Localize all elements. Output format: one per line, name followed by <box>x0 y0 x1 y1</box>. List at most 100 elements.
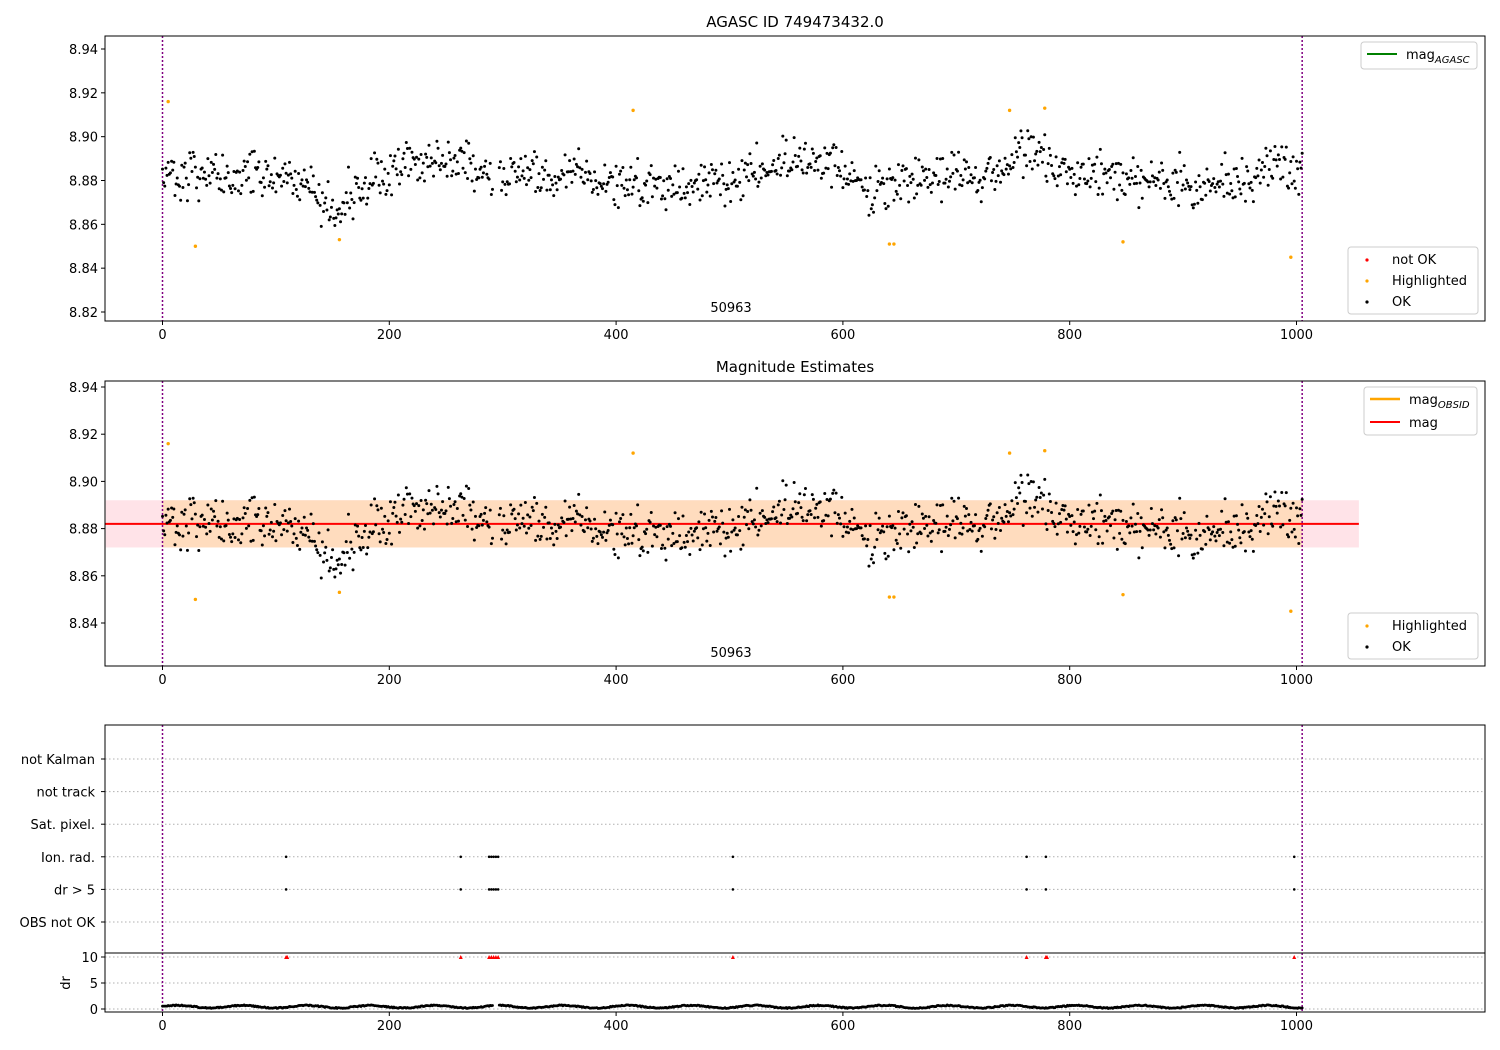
ok-point <box>698 548 702 552</box>
panel-1-obsid-label: 50963 <box>710 301 751 316</box>
ok-point <box>996 521 1000 525</box>
ok-point <box>703 165 707 169</box>
ok-point <box>1196 201 1200 205</box>
ok-point <box>285 181 289 185</box>
ok-point <box>451 516 455 520</box>
y-tick-label: 8.82 <box>69 306 98 321</box>
ok-point <box>549 178 553 182</box>
ok-point <box>392 159 396 163</box>
ok-point <box>387 183 391 187</box>
ok-point <box>564 534 568 538</box>
ok-point <box>394 167 398 171</box>
ok-point <box>335 558 339 562</box>
ok-point <box>434 508 438 512</box>
ok-point <box>225 164 229 168</box>
ok-point <box>628 526 632 530</box>
ok-point <box>517 165 521 169</box>
ok-point <box>464 484 468 488</box>
ok-point <box>867 213 871 217</box>
legend-marker-ok <box>1365 300 1369 304</box>
ok-point <box>899 197 903 201</box>
ok-point <box>1131 502 1135 506</box>
ok-point <box>986 161 990 165</box>
ok-point <box>1115 198 1119 202</box>
ok-point <box>801 519 805 523</box>
ok-point <box>1009 514 1013 518</box>
ok-point <box>1266 532 1270 536</box>
ok-point <box>407 521 411 525</box>
y-tick-label: 8.84 <box>69 617 98 632</box>
ok-point <box>686 540 690 544</box>
ok-point <box>240 532 244 536</box>
ok-point <box>242 159 246 163</box>
ok-point <box>522 176 526 180</box>
ok-point <box>831 491 835 495</box>
ok-point <box>1179 169 1183 173</box>
ok-point <box>655 186 659 190</box>
ok-point <box>416 526 420 530</box>
ok-point <box>1175 180 1179 184</box>
ok-point <box>515 523 519 527</box>
ok-point <box>1200 547 1204 551</box>
ok-point <box>399 517 403 521</box>
ok-point <box>708 543 712 547</box>
ok-point <box>518 526 522 530</box>
ok-point <box>1096 192 1100 196</box>
flag-row-label: OBS not OK <box>20 916 96 931</box>
ok-point <box>699 510 703 514</box>
ok-point <box>164 166 168 170</box>
ok-point <box>182 165 186 169</box>
ok-point <box>1040 507 1044 511</box>
ok-point <box>952 153 956 157</box>
ok-point <box>1256 522 1260 526</box>
ok-point <box>334 567 338 571</box>
ok-point <box>1069 175 1073 179</box>
ok-point <box>615 532 619 536</box>
flag-event-marker <box>459 855 463 859</box>
ok-point <box>489 193 493 197</box>
x-tick-label: 600 <box>830 1019 855 1034</box>
ok-point <box>357 534 361 538</box>
ok-point <box>531 162 535 166</box>
flag-event-marker <box>1292 888 1296 891</box>
ok-point <box>1258 529 1262 533</box>
ok-point <box>509 156 513 160</box>
ok-point <box>710 515 714 519</box>
ok-point <box>361 546 365 550</box>
panel-4-frame <box>104 952 1486 1013</box>
ok-point <box>1257 505 1261 509</box>
ok-point <box>412 157 416 161</box>
ok-point <box>1248 186 1252 190</box>
dr-clipped-marker <box>1024 955 1029 959</box>
ok-point <box>217 187 221 191</box>
ok-point <box>1165 526 1169 530</box>
ok-point <box>455 160 459 164</box>
ok-point <box>329 555 333 559</box>
legend-subscript: AGASC <box>1434 55 1470 66</box>
ok-point <box>841 186 845 190</box>
ok-point <box>1181 531 1185 535</box>
ok-point <box>1048 153 1052 157</box>
ok-point <box>1234 167 1238 171</box>
ok-point <box>312 190 316 194</box>
ok-point <box>1231 545 1235 549</box>
ok-point <box>385 537 389 541</box>
ok-point <box>456 519 460 523</box>
ok-point <box>611 523 615 527</box>
ok-point <box>891 176 895 180</box>
ok-point <box>717 525 721 529</box>
ok-point <box>810 147 814 151</box>
ok-point <box>1298 160 1302 164</box>
ok-point <box>844 530 848 534</box>
ok-point <box>594 179 598 183</box>
ok-point <box>251 189 255 193</box>
ok-point <box>875 538 879 542</box>
ok-point <box>731 170 735 174</box>
ok-point <box>420 171 424 175</box>
ok-point <box>173 543 177 547</box>
ok-point <box>1182 511 1186 515</box>
ok-point <box>471 500 475 504</box>
ok-point <box>447 151 451 155</box>
ok-point <box>473 167 477 171</box>
ok-point <box>771 163 775 167</box>
